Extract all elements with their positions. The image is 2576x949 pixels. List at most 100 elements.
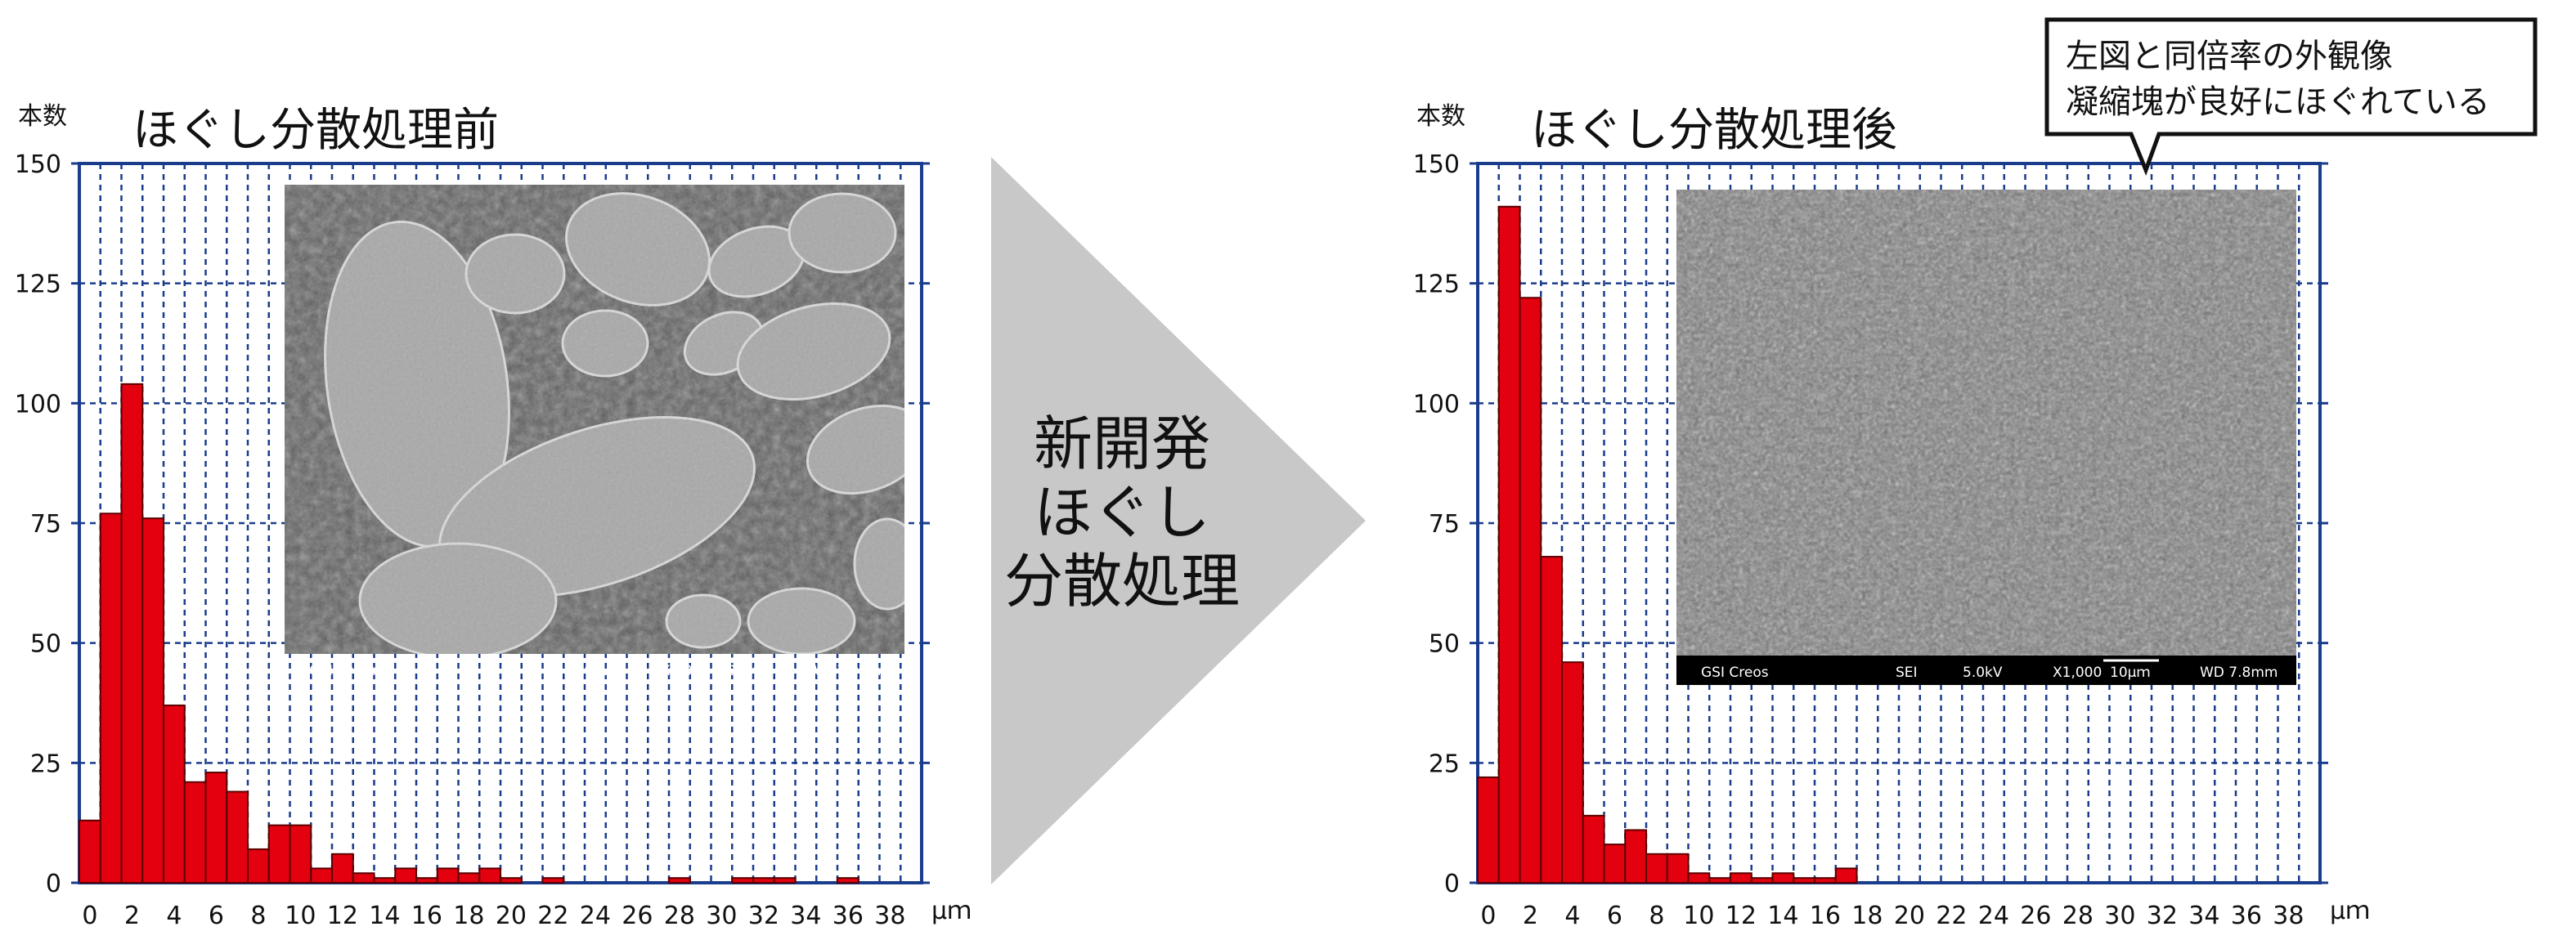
after-xtick-label: 18 <box>1851 902 1883 930</box>
after-xtick-label: 32 <box>2147 902 2178 930</box>
after-xtick-label: 6 <box>1607 902 1622 930</box>
before-bar <box>289 824 312 884</box>
after-bar <box>1477 776 1500 884</box>
arrow-label-line-3: 分散処理 <box>1004 547 1240 616</box>
after-xtick-label: 14 <box>1767 902 1798 930</box>
before-xtick-label: 4 <box>166 902 182 930</box>
before-sem-info-3: X1,000 <box>661 663 710 679</box>
sem-info-bar-after: GSI Creos SEI 5.0kV X1,000 10μｍ WD 7.8mm <box>1701 659 2278 681</box>
sem-info-bar-before: GSI Creos SEI 5.0kV X1,000 10μｍ WD 7.9mm <box>309 657 886 679</box>
after-xtick-label: 34 <box>2188 902 2219 930</box>
after-xtick-label: 10 <box>1683 902 1714 930</box>
after-bar <box>1771 872 1795 884</box>
after-bar <box>1708 877 1731 884</box>
before-xtick-label: 28 <box>664 902 695 930</box>
after-xtick-label: 8 <box>1649 902 1664 930</box>
after-bar <box>1666 853 1690 884</box>
after-bar <box>1561 661 1584 884</box>
before-bar <box>120 383 144 884</box>
after-bar <box>1540 556 1563 884</box>
after-ytick-label: 25 <box>1429 750 1460 778</box>
before-sem-info-1: SEI <box>504 663 526 679</box>
arrow-label-line-1: 新開発 <box>1034 410 1210 478</box>
before-xtick-label: 30 <box>706 902 737 930</box>
before-bar <box>204 772 228 884</box>
process-arrow <box>991 157 1366 884</box>
before-bar <box>331 853 354 884</box>
before-bar <box>247 848 270 884</box>
before-bar <box>79 819 101 884</box>
before-bar <box>310 867 333 884</box>
after-bar <box>1730 872 1752 884</box>
before-bar <box>541 877 565 884</box>
before-ytick-label: 150 <box>15 150 61 179</box>
after-ytick-label: 50 <box>1429 630 1460 659</box>
before-bar <box>352 872 375 884</box>
before-bar <box>163 704 186 884</box>
after-xtick-label: 20 <box>1894 902 1925 930</box>
before-xtick-label: 0 <box>82 902 97 930</box>
after-xtick-label: 0 <box>1480 902 1496 930</box>
arrow-label-line-2: ほぐし <box>1034 478 1210 547</box>
before-bar <box>731 877 754 884</box>
after-sem-info-2: 5.0kV <box>1963 665 2003 681</box>
sem-info-bar-background <box>1676 656 2296 685</box>
after-bar <box>1603 844 1627 884</box>
before-sem-info-4: 10μｍ <box>718 663 758 679</box>
before-xtick-label: 16 <box>411 902 442 930</box>
before-sem-info-0: GSI Creos <box>309 663 377 679</box>
after-title: ほぐし分散処理後 <box>1531 104 1897 157</box>
before-bar <box>373 877 397 884</box>
after-ytick-label: 150 <box>1413 150 1460 179</box>
after-bar <box>1624 829 1647 884</box>
after-xlabel: μｍ <box>2330 897 2370 925</box>
after-bar <box>1814 877 1837 884</box>
before-sem-info-2: 5.0kV <box>571 663 611 679</box>
before-bar <box>668 877 691 884</box>
before-sem-info-5: WD 7.9mm <box>808 663 886 679</box>
after-bar <box>1750 877 1774 884</box>
before-xtick-label: 34 <box>790 902 821 930</box>
after-bar <box>1834 867 1858 884</box>
after-xtick-label: 30 <box>2104 902 2135 930</box>
after-bar <box>1645 853 1668 884</box>
before-bar <box>267 824 291 884</box>
before-ytick-label: 25 <box>30 750 61 778</box>
before-bar <box>478 867 501 884</box>
after-xtick-label: 36 <box>2231 902 2262 930</box>
before-xtick-label: 2 <box>124 902 140 930</box>
after-ytick-label: 0 <box>1444 870 1460 898</box>
before-bar <box>436 867 460 884</box>
before-xtick-label: 38 <box>874 902 905 930</box>
after-sem-info-1: SEI <box>1896 665 1918 681</box>
before-bar <box>394 867 417 884</box>
before-bar <box>837 877 859 884</box>
after-xtick-label: 4 <box>1564 902 1580 930</box>
after-sem-info-4: 10μｍ <box>2110 665 2150 681</box>
before-xtick-label: 8 <box>250 902 266 930</box>
sem-micrograph-before <box>285 185 904 654</box>
callout-line-1: 左図と同倍率の外観像 <box>2066 38 2393 75</box>
after-sem-info-5: WD 7.8mm <box>2200 665 2278 681</box>
after-xtick-label: 16 <box>1810 902 1841 930</box>
before-xlabel: μｍ <box>931 897 972 925</box>
before-xtick-label: 18 <box>453 902 484 930</box>
before-ylabel: 本数 <box>18 102 67 131</box>
before-xtick-label: 14 <box>369 902 400 930</box>
before-xtick-label: 26 <box>622 902 653 930</box>
before-ytick-label: 75 <box>30 510 61 539</box>
after-xtick-label: 28 <box>2062 902 2094 930</box>
before-title: ほぐし分散処理前 <box>132 104 499 157</box>
callout-box: 左図と同倍率の外観像 凝縮塊が良好にほぐれている <box>2044 17 2538 176</box>
before-bar <box>752 877 775 884</box>
before-bar <box>415 877 438 884</box>
after-bar <box>1497 205 1521 884</box>
before-bar <box>457 872 481 884</box>
before-bar <box>226 790 249 884</box>
before-xtick-label: 32 <box>748 902 779 930</box>
before-xtick-label: 6 <box>209 902 224 930</box>
before-xtick-label: 36 <box>832 902 864 930</box>
after-sem-info-3: X1,000 <box>2053 665 2102 681</box>
after-sem-info-0: GSI Creos <box>1701 665 1769 681</box>
